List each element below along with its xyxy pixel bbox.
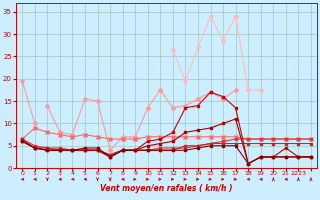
X-axis label: Vent moyen/en rafales ( km/h ): Vent moyen/en rafales ( km/h ) (100, 184, 233, 193)
